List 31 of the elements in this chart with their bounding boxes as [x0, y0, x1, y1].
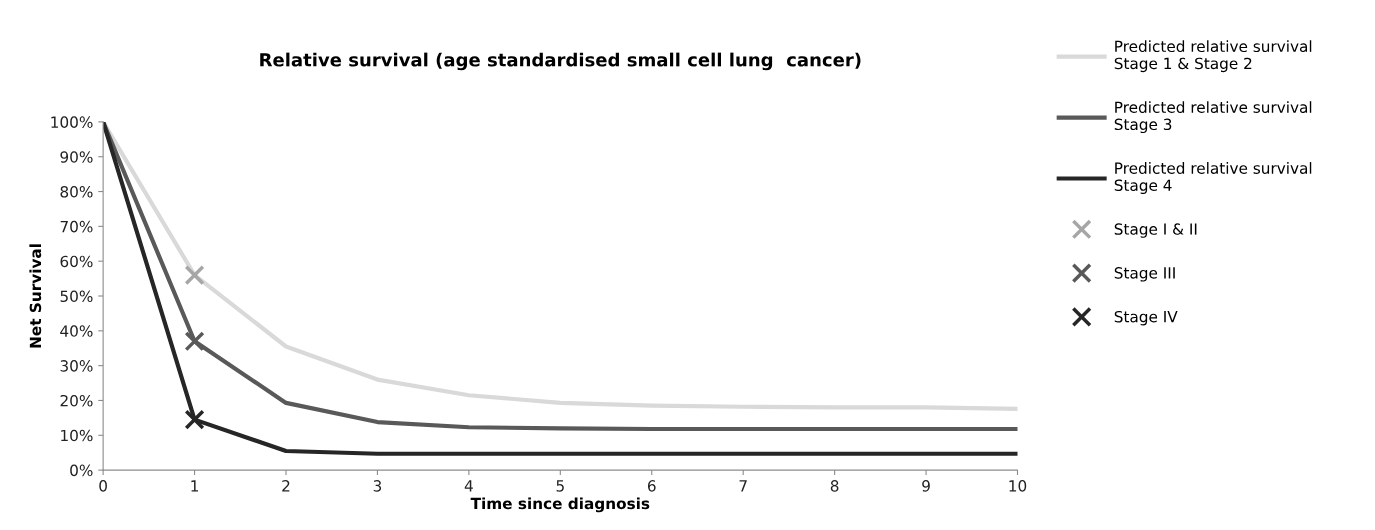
legend-label: Predicted relative survival Stage 1 & Stage 2: [1114, 40, 1312, 73]
y-tick-label: 40%: [60, 325, 93, 337]
y-tick-label: 50%: [60, 290, 93, 303]
chart-title: Relative survival (age standardised small cell lung cancer): [260, 52, 861, 71]
x-tick-label: 3: [373, 480, 382, 492]
y-axis-title: Net Survival: [29, 244, 42, 348]
legend-label: Stage IV: [1114, 310, 1178, 326]
x-tick-label: 7: [739, 480, 747, 492]
x-tick-label: 5: [556, 480, 564, 492]
y-tick-label: 30%: [60, 360, 93, 372]
y-tick-label: 60%: [60, 255, 93, 268]
x-tick-label: 0: [99, 480, 107, 492]
y-tick-label: 20%: [60, 394, 93, 407]
x-tick-label: 8: [830, 480, 839, 492]
legend-label: Stage I & II: [1114, 223, 1197, 238]
legend-label: Predicted relative survival Stage 3: [1114, 101, 1312, 134]
x-tick-label: 9: [922, 480, 930, 492]
x-tick-label: 10: [1009, 480, 1027, 492]
x-tick-label: 6: [647, 480, 656, 492]
x-tick-label: 1: [191, 480, 199, 492]
y-tick-label: 80%: [60, 186, 93, 198]
legend-label: Predicted relative survival Stage 4: [1114, 162, 1312, 194]
y-tick-label: 10%: [61, 429, 93, 442]
legend-label: Stage III: [1114, 267, 1175, 282]
y-tick-label: 0%: [70, 464, 93, 477]
x-tick-label: 4: [464, 480, 473, 492]
x-axis-title: Time since diagnosis: [470, 497, 650, 513]
y-tick-label: 90%: [60, 151, 93, 163]
y-tick-label: 70%: [60, 220, 93, 233]
y-tick-label: 100%: [51, 116, 93, 128]
x-tick-label: 2: [282, 480, 290, 492]
